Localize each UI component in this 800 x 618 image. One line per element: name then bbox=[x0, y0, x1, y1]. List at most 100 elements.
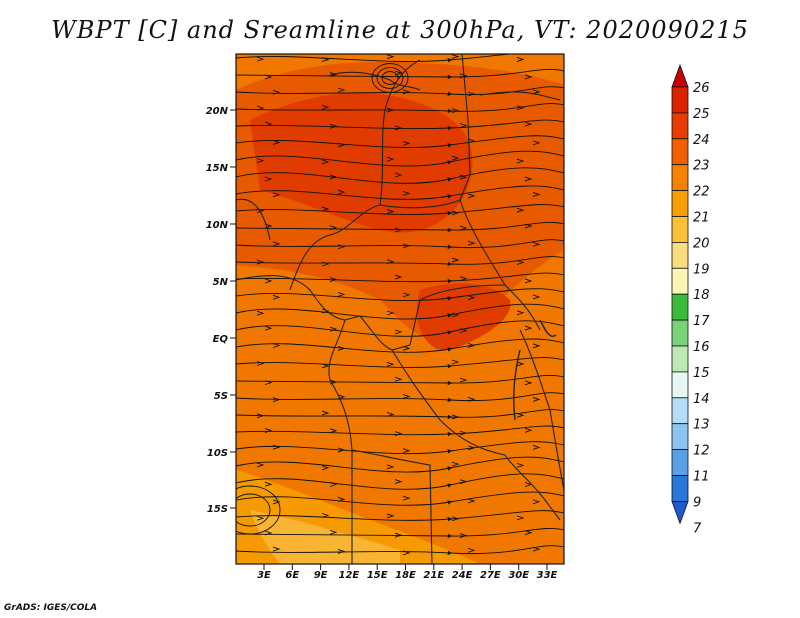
flow-arrow bbox=[516, 361, 525, 367]
country-borders bbox=[236, 54, 564, 564]
flow-arrow bbox=[451, 54, 460, 59]
streamline bbox=[236, 167, 564, 184]
flow-arrow bbox=[394, 274, 403, 280]
flow-arrow bbox=[467, 138, 476, 144]
flow-arrow bbox=[386, 412, 395, 417]
flow-arrow bbox=[386, 513, 395, 519]
flow-arrow bbox=[337, 548, 346, 554]
flow-arrow bbox=[337, 345, 346, 351]
flow-arrow bbox=[394, 479, 403, 485]
flow-arrow bbox=[337, 447, 346, 453]
lon-tick-label: 27E bbox=[480, 570, 501, 581]
streamline bbox=[236, 239, 564, 250]
flow-arrow bbox=[386, 54, 395, 60]
flow-arrow bbox=[402, 495, 411, 501]
lon-tick-label: 33E bbox=[537, 570, 558, 581]
flow-arrow bbox=[451, 516, 460, 522]
flow-arrow bbox=[394, 172, 403, 178]
colorbar-level-label: 21 bbox=[693, 211, 710, 226]
flow-arrow bbox=[467, 193, 476, 199]
flow-arrow bbox=[394, 125, 403, 131]
flow-arrow bbox=[459, 73, 468, 79]
flow-arrow bbox=[451, 155, 460, 161]
colorbar-level-label: 13 bbox=[693, 418, 710, 433]
flow-arrow bbox=[394, 329, 403, 335]
flow-arrow bbox=[272, 241, 281, 247]
flow-arrow bbox=[337, 142, 346, 148]
flow-arrow bbox=[532, 396, 541, 402]
colorbar-level-label: 9 bbox=[693, 495, 701, 510]
lat-tick-label: 5S bbox=[214, 391, 228, 402]
colorbar-swatch bbox=[671, 475, 689, 502]
colorbar-level-label: 24 bbox=[693, 133, 710, 148]
colorbar-level-label: 22 bbox=[693, 185, 710, 200]
flow-arrow bbox=[532, 343, 541, 349]
colorbar-swatch bbox=[671, 112, 689, 140]
streamline bbox=[236, 338, 564, 353]
lat-tick-label: 15N bbox=[206, 163, 229, 174]
flow-arrow bbox=[272, 499, 281, 505]
flow-arrow bbox=[532, 140, 541, 146]
streamline bbox=[236, 303, 564, 320]
streamline-eddy bbox=[376, 67, 404, 89]
colorbar-swatch bbox=[671, 319, 689, 347]
flow-arrow bbox=[467, 343, 476, 348]
colorbar-swatch bbox=[671, 371, 689, 399]
flow-arrow bbox=[264, 428, 273, 433]
colorbar-swatch bbox=[671, 216, 689, 243]
flow-arrow bbox=[264, 74, 273, 80]
flow-arrow bbox=[329, 123, 338, 129]
lat-tick-label: 10S bbox=[207, 448, 228, 459]
flow-arrow bbox=[524, 530, 533, 536]
flow-arrow bbox=[264, 380, 273, 386]
flow-arrow bbox=[386, 464, 395, 470]
latitude-axis: 20N 15N 10N 5N EQ 5S 10S 15S bbox=[206, 106, 236, 515]
flow-arrow bbox=[329, 529, 338, 535]
colorbar-swatch bbox=[671, 345, 689, 373]
colorbar-level-label: 26 bbox=[693, 81, 710, 96]
lat-tick-label: 20N bbox=[206, 106, 229, 117]
streamline bbox=[236, 545, 564, 556]
flow-arrow bbox=[532, 89, 541, 95]
flow-arrow bbox=[272, 397, 281, 403]
flow-arrow bbox=[272, 546, 281, 552]
flow-arrow bbox=[459, 430, 468, 436]
flow-arrow bbox=[264, 325, 273, 331]
flow-arrow bbox=[256, 515, 265, 521]
lon-tick-label: 21E bbox=[423, 570, 444, 581]
streamline bbox=[236, 456, 564, 473]
flow-arrow bbox=[451, 257, 460, 263]
flow-arrow bbox=[394, 227, 403, 233]
flow-arrow bbox=[532, 294, 541, 300]
flow-arrow bbox=[264, 481, 273, 487]
flow-arrow bbox=[524, 223, 533, 229]
flow-arrow bbox=[532, 191, 541, 197]
flow-arrow bbox=[516, 310, 525, 316]
flow-arrow bbox=[337, 189, 346, 195]
flow-arrow bbox=[402, 448, 411, 454]
colorbar-level-label: 14 bbox=[693, 392, 710, 407]
flow-arrow bbox=[329, 72, 338, 77]
streamline bbox=[236, 135, 564, 148]
flow-arrow bbox=[402, 345, 411, 351]
flow-arrow bbox=[321, 206, 330, 212]
flow-arrow bbox=[524, 482, 533, 487]
flow-arrow bbox=[256, 310, 265, 316]
streamline bbox=[236, 86, 564, 97]
colorbar-level-label: 19 bbox=[693, 262, 710, 277]
flow-arrow bbox=[402, 550, 411, 556]
flow-arrow bbox=[402, 89, 411, 95]
flow-arrow bbox=[524, 121, 533, 127]
colorbar-swatch bbox=[671, 449, 689, 476]
flow-arrow bbox=[256, 413, 265, 419]
flow-arrow bbox=[459, 123, 468, 128]
flow-arrow bbox=[256, 56, 265, 62]
colorbar-swatch bbox=[671, 293, 689, 321]
flow-arrow bbox=[321, 57, 330, 63]
colorbar-swatch bbox=[671, 267, 689, 295]
streamline bbox=[236, 288, 564, 302]
flow-arrow bbox=[524, 325, 533, 331]
flow-arrow bbox=[272, 343, 281, 348]
flow-arrow bbox=[516, 57, 525, 62]
